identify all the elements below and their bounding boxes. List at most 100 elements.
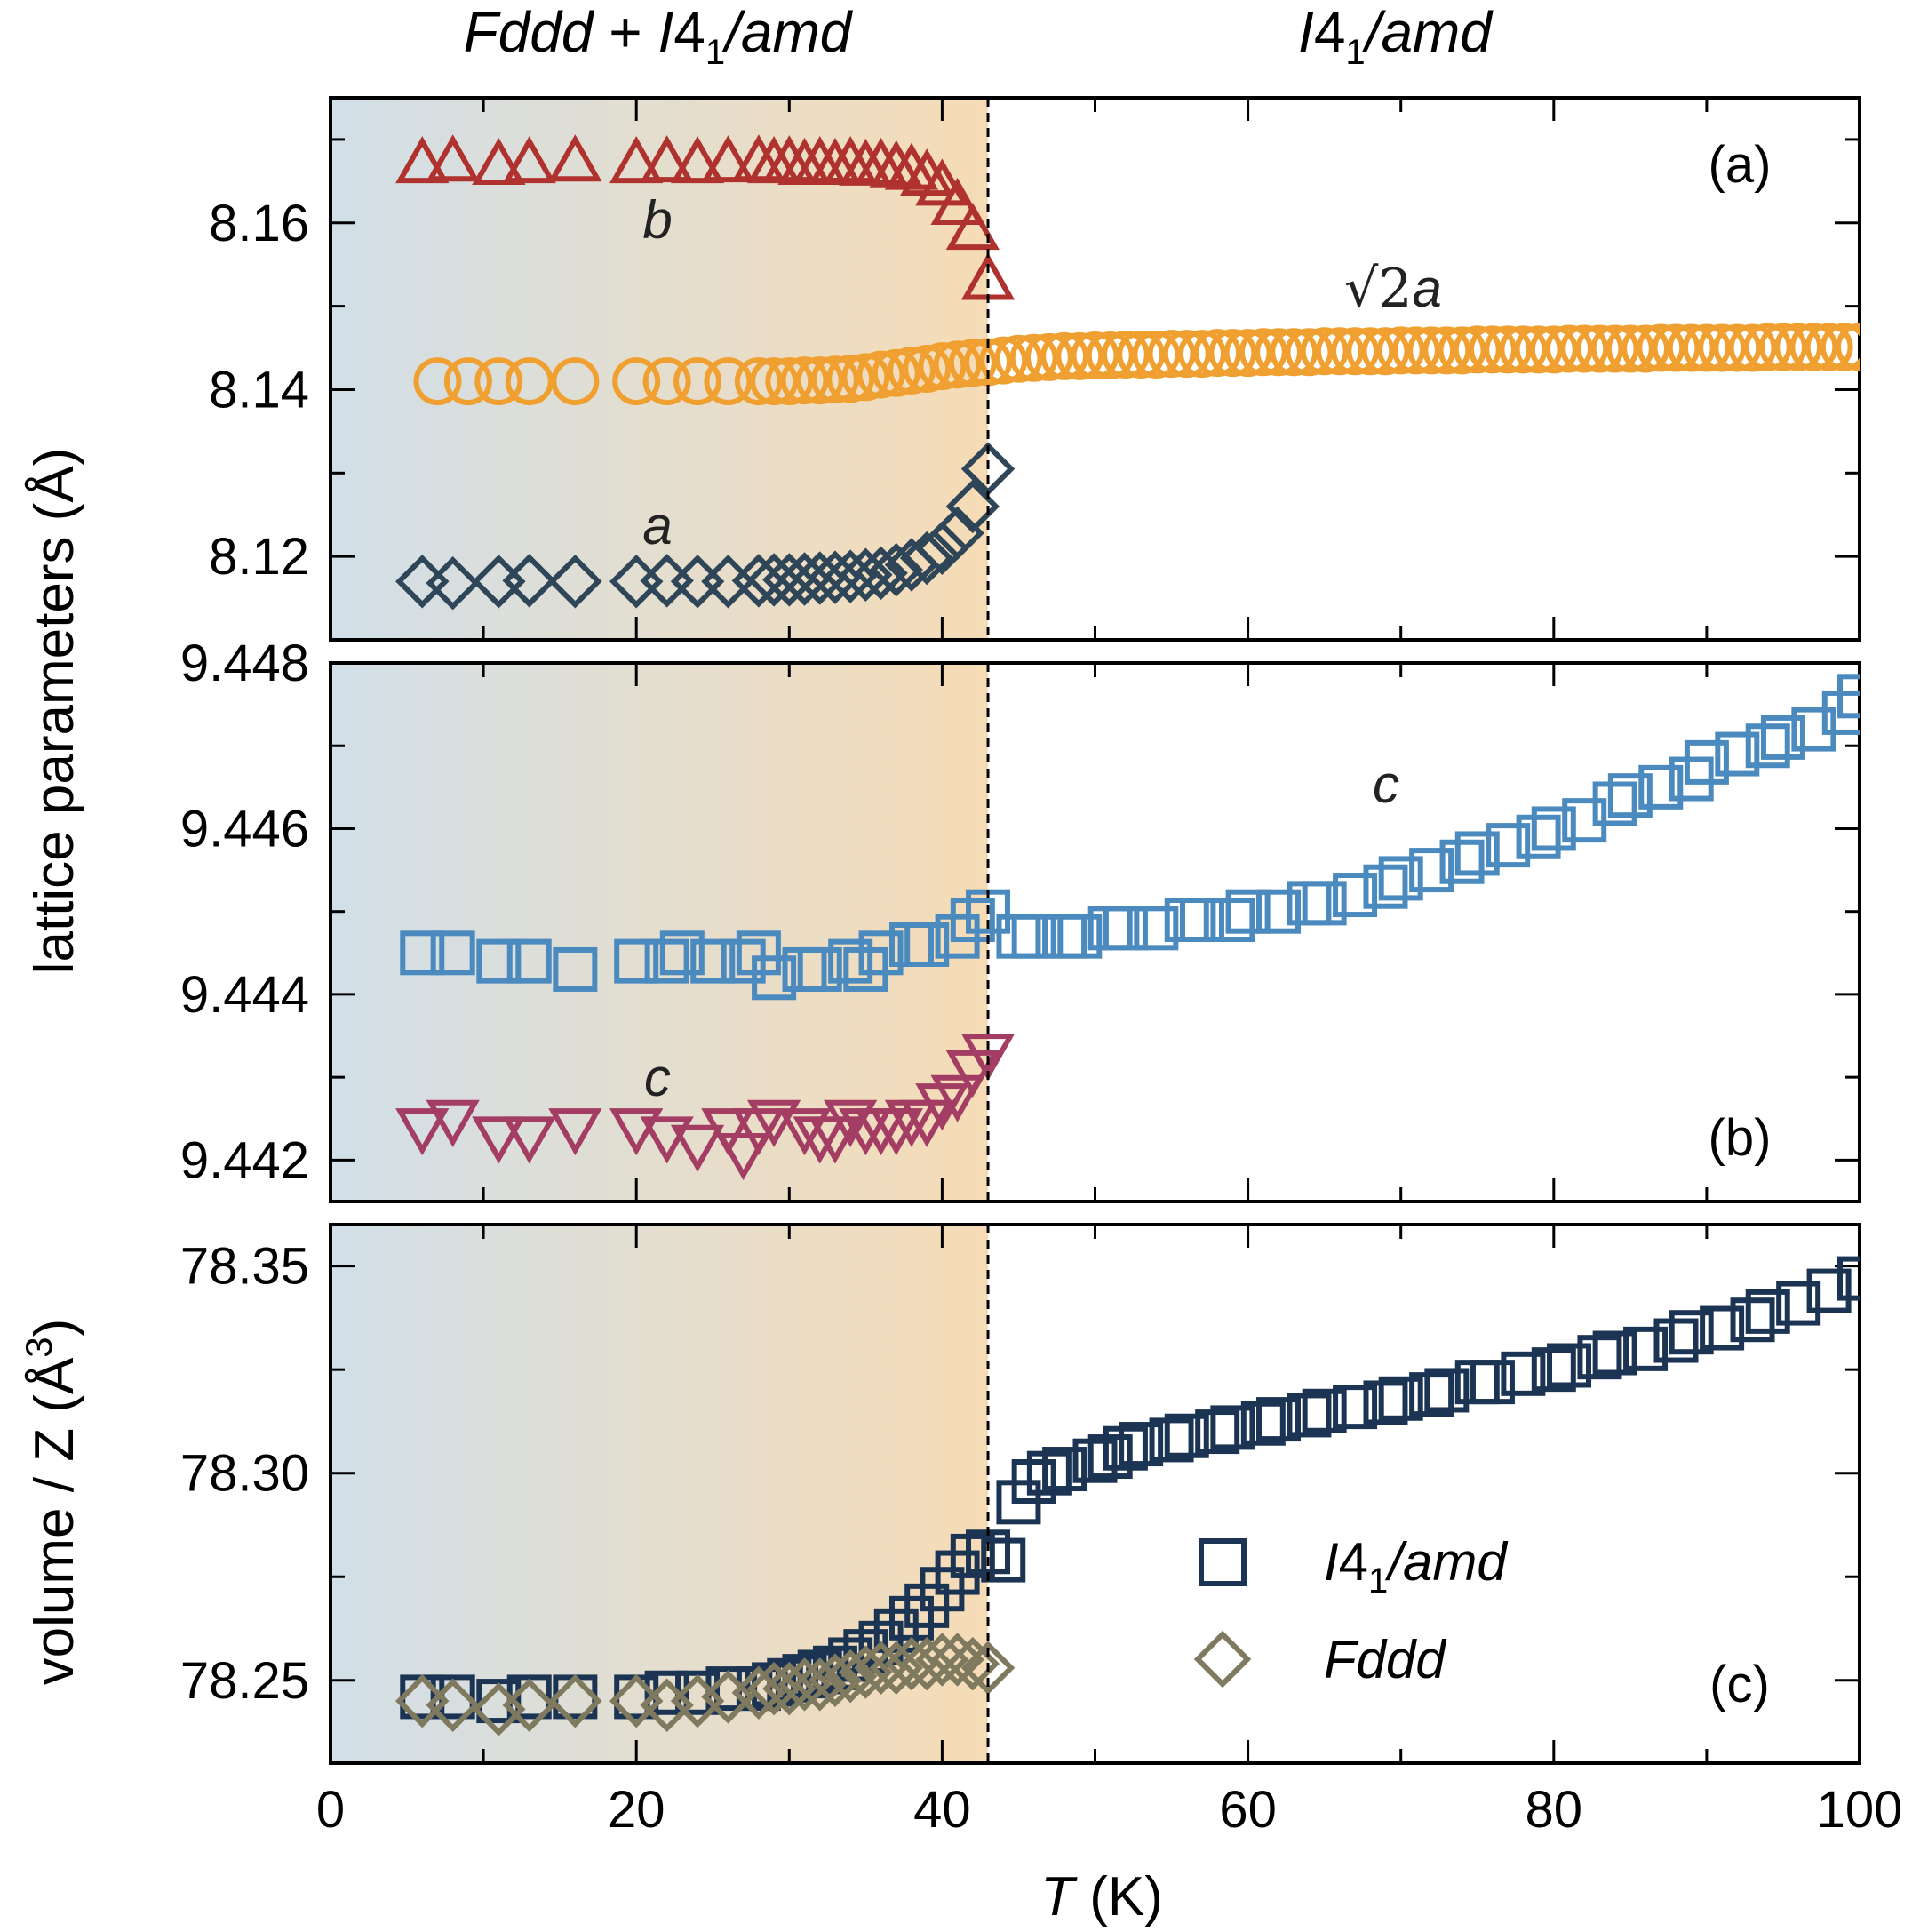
data-point--2a: [1682, 323, 1731, 372]
data-point-c-i41-amd-: [1715, 731, 1760, 777]
data-point-b: [640, 135, 694, 183]
data-point--2a: [810, 355, 859, 404]
data-point-i41-amd: [1087, 1434, 1133, 1480]
data-point--2a: [795, 356, 844, 405]
data-point-b: [472, 137, 526, 185]
data-point-fddd: [472, 1682, 526, 1736]
data-point-fddd: [777, 1657, 832, 1712]
data-point-i41-amd: [1531, 1347, 1576, 1393]
data-point-i41-amd: [1623, 1326, 1669, 1371]
data-point-a: [930, 506, 984, 561]
data-point-i41-amd: [1776, 1281, 1821, 1326]
data-point-c-i41-amd-: [1607, 773, 1653, 818]
y-tick-label: 78.35: [180, 1238, 309, 1296]
data-point--2a: [1132, 331, 1181, 379]
data-point--2a: [826, 355, 875, 403]
data-point-i41-amd: [1470, 1360, 1515, 1405]
data-point-a: [869, 542, 924, 597]
data-point-i41-amd: [1103, 1425, 1148, 1471]
data-point-i41-amd: [1072, 1438, 1118, 1483]
data-point--2a: [1560, 324, 1609, 373]
data-point--2a: [1590, 324, 1639, 373]
data-point--2a: [1758, 323, 1807, 371]
data-point-i41-amd: [644, 1670, 689, 1715]
data-point--2a: [704, 357, 753, 406]
data-point-a: [899, 531, 954, 586]
data-point--2a: [1285, 328, 1334, 377]
data-point-c-i41-amd-: [1256, 889, 1302, 934]
data-point--2a: [1208, 329, 1257, 378]
y-tick-label: 8.16: [209, 195, 309, 252]
data-point--2a: [1009, 333, 1058, 382]
data-point-c-i41-amd-: [736, 930, 781, 976]
data-point--2a: [734, 357, 783, 406]
data-point-c-i41-amd-: [553, 946, 598, 992]
panel-c: 78.25 78.30 78.35 0 20 40 60 80 100: [180, 1223, 1903, 1839]
data-point-c-fddd-: [502, 1116, 556, 1164]
data-point--2a: [1300, 327, 1349, 376]
series-layer: [395, 674, 1860, 1181]
data-point-c-i41-amd-: [1454, 831, 1500, 876]
data-point-c-fddd-: [777, 1108, 832, 1156]
data-point-c-i41-amd-: [1179, 898, 1224, 943]
data-point-fddd: [823, 1649, 878, 1704]
data-point-a: [426, 555, 480, 611]
data-point-i41-amd: [1011, 1459, 1056, 1505]
data-point-c-i41-amd-: [1103, 906, 1148, 951]
data-point-fddd: [502, 1678, 556, 1732]
data-point--2a: [1117, 331, 1166, 379]
data-point-c-i41-amd-: [1745, 723, 1790, 769]
data-point--2a: [673, 357, 722, 406]
x-tick-label: 100: [1817, 1781, 1903, 1839]
data-point-i41-amd: [1302, 1388, 1347, 1433]
data-point-c-i41-amd-: [644, 938, 689, 984]
panel-tag-c: (c): [1709, 1656, 1770, 1713]
data-point-fddd: [701, 1670, 755, 1724]
data-point--2a: [1255, 328, 1303, 377]
panel-b: 9.442 9.444 9.446 9.448: [180, 635, 1861, 1203]
data-point--2a: [1177, 330, 1226, 379]
data-point--2a: [1698, 323, 1747, 372]
data-point-fddd: [884, 1636, 939, 1691]
data-point-i41-amd: [950, 1533, 995, 1578]
data-point--2a: [1422, 326, 1471, 375]
data-point-fddd: [609, 1673, 664, 1728]
data-point-c-i41-amd-: [843, 946, 888, 992]
data-point--2a: [1056, 331, 1104, 380]
data-point-b: [884, 142, 939, 190]
data-point-c-fddd-: [426, 1099, 480, 1147]
data-point--2a: [1024, 332, 1073, 381]
data-point-fddd: [808, 1653, 863, 1708]
data-point--2a: [1040, 331, 1089, 380]
legend-marker-i41amd: [1199, 1538, 1247, 1586]
data-point-a: [915, 521, 969, 576]
data-point--2a: [1193, 329, 1242, 378]
data-point--2a: [1499, 325, 1548, 374]
annotation-a: a: [642, 496, 672, 555]
data-point-i41-amd: [1210, 1405, 1255, 1450]
data-point--2a: [1621, 324, 1670, 373]
data-point--2a: [994, 334, 1043, 383]
panel-a: 8.12 8.14 8.16: [209, 96, 1861, 642]
data-point--2a: [887, 346, 936, 395]
data-point-b: [670, 136, 725, 184]
data-point-i41-amd: [1149, 1417, 1194, 1463]
data-point-i41-amd: [1026, 1450, 1072, 1496]
data-point--2a: [474, 357, 523, 406]
y-tick-label: 9.442: [180, 1131, 309, 1189]
data-point-c-i41-amd-: [476, 938, 522, 984]
data-point-c-fddd-: [395, 1108, 450, 1156]
data-point-c-fddd-: [746, 1099, 801, 1147]
data-point-i41-amd: [1577, 1335, 1622, 1380]
data-point--2a: [750, 357, 799, 406]
data-point-c-i41-amd-: [690, 938, 736, 984]
data-point-c-i41-amd-: [506, 938, 552, 984]
y-axis-title-volume: volume / Z (Å3): [18, 1319, 85, 1686]
data-point-fddd: [746, 1661, 801, 1716]
data-point--2a: [1147, 330, 1196, 379]
data-point-a: [839, 547, 893, 603]
data-point-i41-amd: [1653, 1318, 1699, 1363]
data-point-i41-amd: [1119, 1422, 1164, 1467]
data-point--2a: [1376, 326, 1425, 375]
data-point--2a: [918, 342, 967, 391]
